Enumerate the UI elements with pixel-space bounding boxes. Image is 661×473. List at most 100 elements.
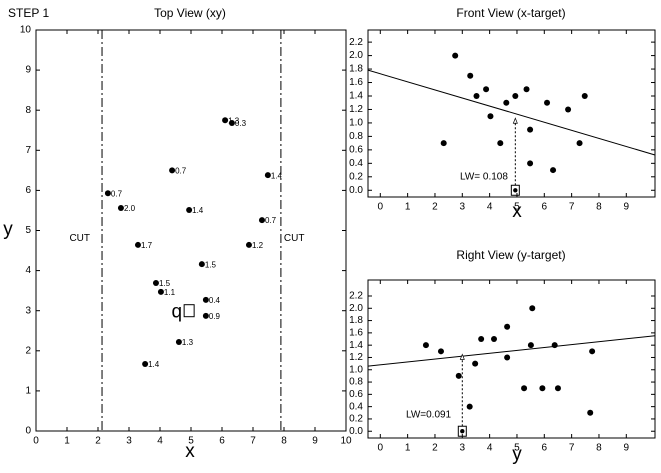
point	[472, 360, 479, 367]
y-tick-label: 2.2	[349, 37, 363, 48]
x-tick-label: 4	[487, 202, 493, 213]
point	[529, 305, 536, 312]
point-label: 1.1	[164, 288, 176, 297]
y-tick-label: 1.0	[349, 118, 363, 129]
point	[422, 342, 429, 349]
point-label: 1.4	[192, 206, 204, 215]
cut-label: CUT	[69, 233, 90, 244]
point	[478, 336, 485, 343]
point-label: 1.4	[271, 171, 283, 180]
step-title: STEP 1	[8, 6, 49, 20]
y-tick-label: 1.2	[349, 104, 363, 115]
point	[503, 99, 510, 106]
x-tick-label: 4	[487, 443, 493, 454]
x-tick-label: 1	[405, 443, 411, 454]
point	[527, 160, 534, 167]
x-tick-label: 7	[569, 443, 575, 454]
point	[581, 92, 588, 99]
y-tick-label: 1.0	[349, 364, 363, 375]
point-label: 0.7	[265, 216, 277, 225]
annotation: LW= 0.108	[460, 172, 508, 183]
point	[504, 354, 511, 361]
prediction-marker	[512, 117, 518, 124]
point	[551, 342, 558, 349]
point	[587, 409, 594, 416]
plot-frame	[367, 29, 656, 198]
y-tick-label: 2.2	[349, 291, 363, 302]
plot-frame	[35, 29, 347, 432]
point	[202, 296, 209, 303]
point	[527, 342, 534, 349]
x-tick-label: 0	[378, 443, 384, 454]
y-tick-label: 2.0	[349, 50, 363, 61]
point	[264, 172, 271, 179]
y-tick-label: 0.4	[349, 401, 363, 412]
point	[497, 140, 504, 147]
point	[527, 126, 534, 133]
point	[142, 361, 149, 368]
point	[487, 113, 494, 120]
y-tick-label: 2	[25, 345, 31, 356]
point	[437, 348, 444, 355]
y-tick-label: 1.8	[349, 315, 363, 326]
point	[550, 167, 557, 174]
x-tick-label: 9	[312, 436, 318, 447]
query-point	[460, 429, 465, 434]
y-tick-label: 0.2	[349, 171, 363, 182]
point	[452, 52, 459, 59]
y-tick-label: 0.0	[349, 426, 363, 437]
y-tick-label: 3	[25, 305, 31, 316]
y-tick-label: 0.8	[349, 377, 363, 388]
annotation: LW=0.091	[406, 410, 452, 421]
query-label: q	[172, 302, 183, 323]
y-tick-label: 0	[25, 426, 31, 437]
x-tick-label: 8	[596, 202, 602, 213]
x-axis-label: x	[512, 201, 522, 222]
x-tick-label: 3	[460, 202, 466, 213]
y-tick-label: 5	[25, 225, 31, 236]
point	[157, 288, 164, 295]
x-tick-label: 8	[281, 436, 287, 447]
y-tick-label: 0.2	[349, 414, 363, 425]
point	[512, 92, 519, 99]
point	[491, 336, 498, 343]
point-label: 1.5	[159, 279, 171, 288]
point	[565, 106, 572, 113]
prediction-marker	[459, 353, 465, 360]
x-tick-label: 4	[157, 436, 163, 447]
x-tick-label: 7	[250, 436, 256, 447]
chart-title: Right View (y-target)	[456, 248, 565, 262]
y-tick-label: 1.8	[349, 64, 363, 75]
point-label: 0.3	[235, 119, 247, 128]
y-axis-label: y	[3, 219, 13, 240]
y-tick-label: 0.6	[349, 145, 363, 156]
x-tick-label: 0	[33, 436, 39, 447]
x-tick-label: 6	[542, 443, 548, 454]
y-tick-label: 0.4	[349, 158, 363, 169]
fit-line	[367, 335, 656, 367]
cut-label: CUT	[284, 233, 305, 244]
y-tick-label: 1.4	[349, 91, 363, 102]
point-label: 1.2	[252, 241, 264, 250]
point	[576, 140, 583, 147]
query-point	[513, 188, 518, 193]
point	[504, 323, 511, 330]
x-axis-label: y	[512, 444, 522, 465]
y-tick-label: 1.4	[349, 340, 363, 351]
y-tick-label: 1.2	[349, 352, 363, 363]
point	[483, 86, 490, 93]
x-tick-label: 0	[378, 202, 384, 213]
x-tick-label: 2	[95, 436, 101, 447]
chart-title: Front View (x-target)	[456, 6, 565, 20]
point	[202, 312, 209, 319]
point-label: 1.7	[141, 241, 153, 250]
point	[440, 140, 447, 147]
point	[228, 120, 235, 127]
x-tick-label: 1	[64, 436, 70, 447]
x-tick-label: 7	[569, 202, 575, 213]
point	[245, 241, 252, 248]
point	[539, 385, 546, 392]
point-label: 1.3	[182, 338, 194, 347]
y-tick-label: 0.6	[349, 389, 363, 400]
point	[117, 205, 124, 212]
